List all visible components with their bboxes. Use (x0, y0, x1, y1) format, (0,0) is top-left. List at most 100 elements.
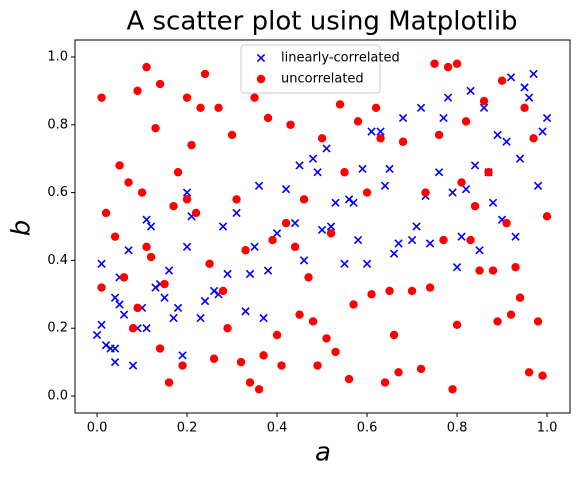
point (142, 324, 151, 333)
point (295, 310, 304, 319)
y-axis-label: b (7, 220, 37, 237)
point (425, 239, 435, 248)
point (124, 178, 133, 187)
point (218, 286, 228, 296)
chart-title: A scatter plot using Matplotlib (126, 7, 517, 37)
point (394, 239, 403, 248)
plot-frame (74, 39, 571, 414)
point (430, 59, 439, 68)
point (466, 235, 475, 245)
point (97, 259, 106, 268)
point (533, 181, 543, 190)
point (182, 188, 192, 197)
point (344, 374, 354, 384)
point (133, 86, 142, 96)
point (119, 310, 129, 319)
point (281, 218, 291, 228)
point (119, 273, 129, 282)
point (128, 324, 138, 333)
legend-marker (256, 53, 266, 63)
point (475, 266, 484, 275)
point (385, 286, 394, 296)
point (272, 330, 282, 340)
point (254, 181, 264, 190)
point (515, 293, 525, 302)
point (101, 208, 111, 218)
point (529, 134, 538, 143)
point (236, 357, 246, 367)
point (191, 208, 201, 218)
point (412, 222, 421, 231)
point (416, 364, 426, 374)
point (452, 320, 462, 330)
y-tick-label: 1.0 (47, 49, 68, 64)
point (457, 232, 466, 241)
x-tick-label: 1.0 (537, 421, 558, 436)
point (425, 283, 435, 292)
point (331, 347, 340, 357)
x-tick-label: 0.4 (267, 421, 288, 436)
point (479, 96, 489, 106)
point (470, 201, 480, 211)
point (434, 130, 444, 140)
point (187, 140, 196, 150)
point (434, 168, 444, 177)
point (452, 59, 462, 68)
point (178, 361, 187, 370)
point (493, 130, 502, 140)
x-tick-label: 0.0 (87, 421, 108, 436)
point (340, 168, 349, 177)
point (164, 266, 174, 275)
point (97, 320, 106, 330)
point (124, 246, 133, 255)
point (155, 344, 165, 353)
point (142, 62, 151, 72)
point (439, 113, 448, 123)
point (259, 313, 268, 323)
point (92, 330, 102, 340)
y-tick-label: 0.8 (47, 117, 68, 132)
point (367, 127, 376, 136)
point (146, 252, 156, 262)
point (250, 93, 259, 102)
point (457, 178, 466, 187)
point (443, 93, 453, 102)
point (317, 134, 327, 143)
point (209, 354, 219, 363)
point (173, 168, 183, 177)
point (484, 168, 493, 177)
point (322, 334, 331, 343)
point (520, 83, 529, 92)
point (169, 313, 178, 323)
x-tick-label: 0.6 (357, 421, 378, 436)
point (205, 259, 214, 268)
point (308, 154, 318, 163)
point (488, 198, 498, 207)
point (421, 188, 430, 197)
point (371, 103, 381, 113)
point (196, 313, 205, 323)
point (448, 188, 457, 197)
y-tick-label: 0.2 (47, 321, 68, 336)
point (511, 232, 520, 241)
point (326, 229, 336, 238)
point (223, 324, 232, 333)
point (299, 195, 309, 204)
point (160, 293, 169, 302)
point (263, 266, 273, 275)
legend-box (240, 44, 381, 94)
point (178, 351, 187, 360)
point (97, 93, 106, 102)
point (353, 117, 363, 126)
point (502, 218, 511, 228)
point (524, 368, 534, 377)
point (137, 188, 147, 197)
point (407, 235, 417, 245)
point (443, 62, 453, 72)
point (227, 130, 237, 140)
point (164, 378, 174, 387)
x-tick-label: 0.8 (447, 421, 468, 436)
point (506, 73, 516, 82)
point (533, 317, 543, 326)
